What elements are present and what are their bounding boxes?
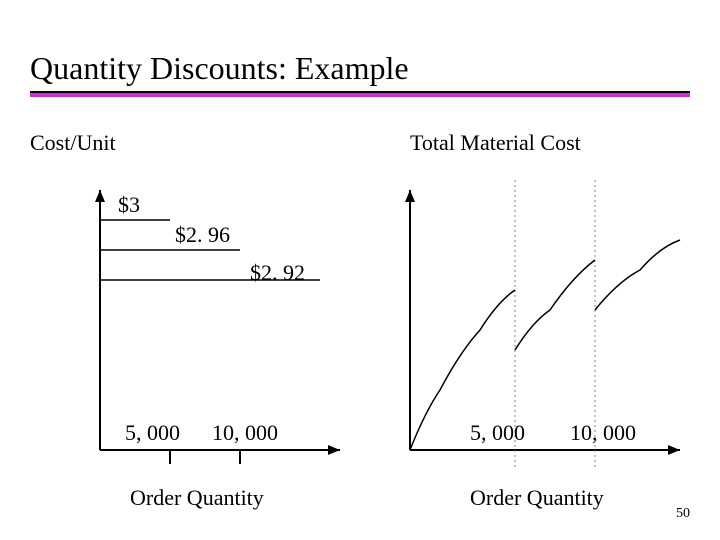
price-tier-label-1: $2. 96 bbox=[175, 222, 230, 248]
right-chart-title: Total Material Cost bbox=[410, 130, 581, 156]
total-material-cost-svg bbox=[380, 160, 700, 490]
title-underline-pink bbox=[30, 93, 690, 97]
price-tier-label-2: $2. 92 bbox=[250, 260, 305, 286]
right-x-axis-label: Order Quantity bbox=[470, 485, 604, 511]
total-material-cost-chart: Total Material Cost 5, 000 10, 000 Order… bbox=[380, 160, 700, 490]
left-x-axis-label: Order Quantity bbox=[130, 485, 264, 511]
left-xtick-label-1: 10, 000 bbox=[212, 420, 278, 446]
slide-title-block: Quantity Discounts: Example bbox=[30, 50, 690, 97]
cost-per-unit-svg bbox=[30, 160, 360, 490]
slide-title: Quantity Discounts: Example bbox=[30, 50, 690, 91]
right-xtick-label-1: 10, 000 bbox=[570, 420, 636, 446]
cost-per-unit-chart: Cost/Unit $3 $2. 96 $2. 92 5, 000 10, 00… bbox=[30, 160, 360, 490]
left-chart-title: Cost/Unit bbox=[30, 130, 116, 156]
left-xtick-label-0: 5, 000 bbox=[125, 420, 180, 446]
page-number: 50 bbox=[676, 506, 690, 522]
right-xtick-label-0: 5, 000 bbox=[470, 420, 525, 446]
price-tier-label-0: $3 bbox=[118, 192, 140, 218]
